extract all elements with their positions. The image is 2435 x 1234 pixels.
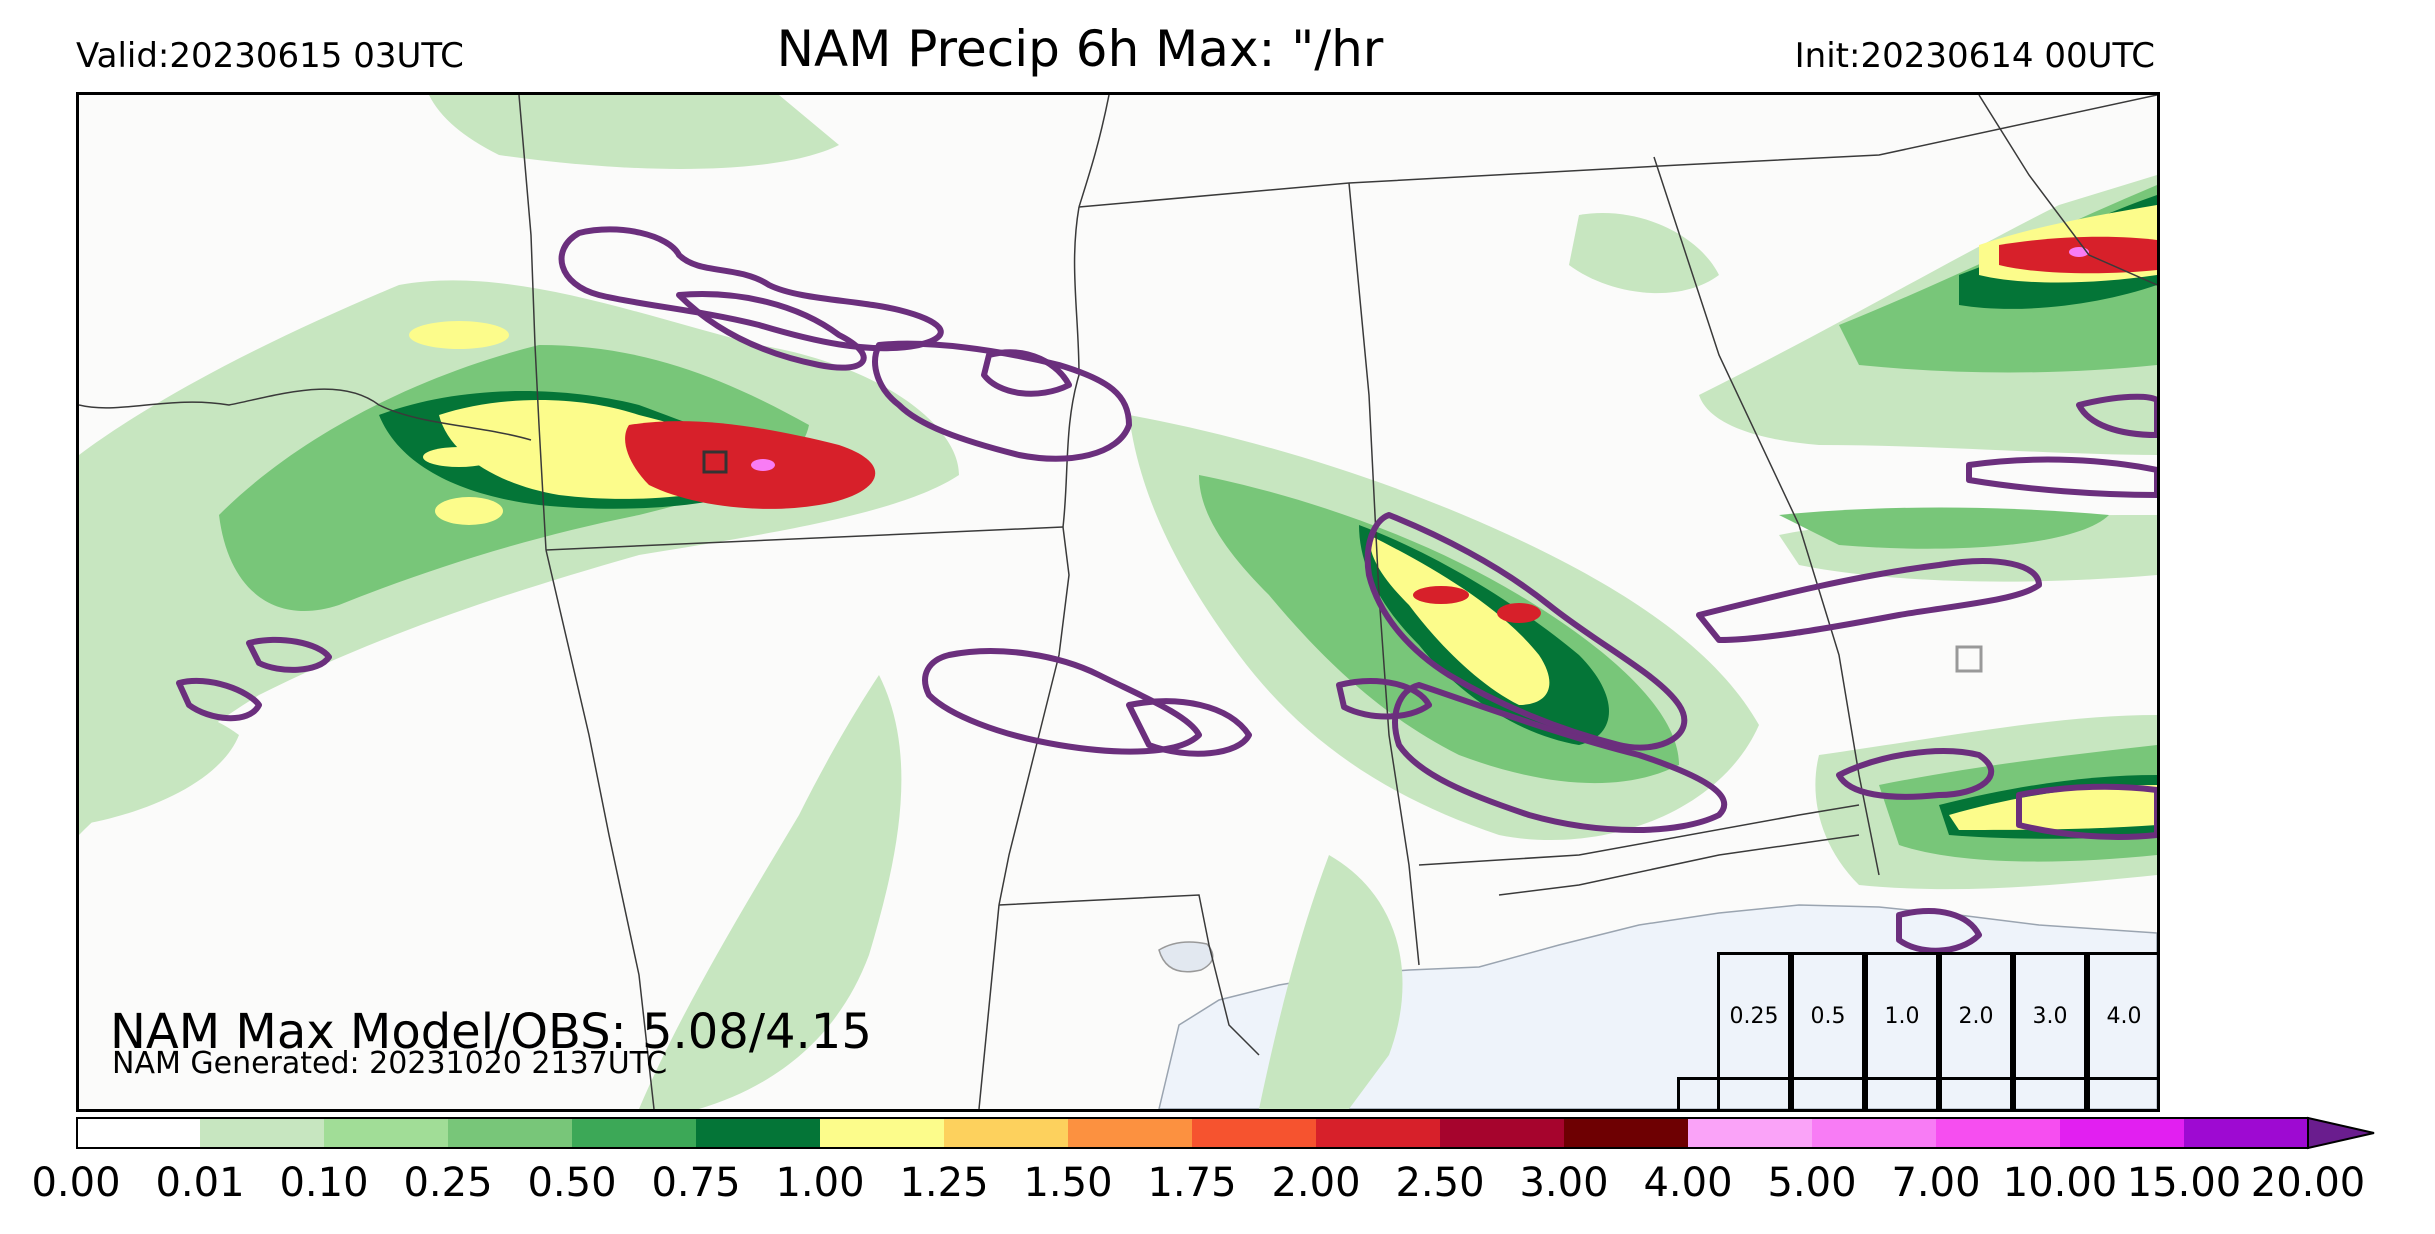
colorbar-extend-arrow xyxy=(2307,1116,2375,1150)
colorbar xyxy=(76,1116,2375,1150)
colorbar-tick-label: 3.00 xyxy=(1519,1160,1609,1206)
colorbar-tick-label: 2.50 xyxy=(1395,1160,1485,1206)
precip-core-red xyxy=(625,236,2157,623)
max-model-marker xyxy=(702,450,728,474)
value-cell: 0.0 xyxy=(2013,1077,2087,1109)
colorbar-tick-label: 0.25 xyxy=(403,1160,493,1206)
colorbar-segment xyxy=(1688,1118,1812,1148)
threshold-cell: 3.0 xyxy=(2013,952,2087,1080)
threshold-cell: 4.0 xyxy=(2087,952,2157,1080)
colorbar-tick-label: 1.75 xyxy=(1147,1160,1237,1206)
value-cell: 0.16 xyxy=(1717,1077,1791,1109)
map-canvas xyxy=(79,95,2157,1109)
colorbar-segment xyxy=(1440,1118,1564,1148)
threshold-cell: 0.25 xyxy=(1717,952,1791,1080)
colorbar-tick-label: 0.01 xyxy=(155,1160,245,1206)
colorbar-segment xyxy=(1812,1118,1936,1148)
colorbar-tick-label: 4.00 xyxy=(1643,1160,1733,1206)
hour-cell: 03 xyxy=(1677,1077,1720,1109)
colorbar-tick-label: 15.00 xyxy=(2126,1160,2242,1206)
colorbar-tick-label: 20.00 xyxy=(2250,1160,2366,1206)
colorbar-tick-label: 0.50 xyxy=(527,1160,617,1206)
colorbar-tick-label: 2.00 xyxy=(1271,1160,1361,1206)
colorbar-segment xyxy=(820,1118,944,1148)
colorbar-tick-label: 5.00 xyxy=(1767,1160,1857,1206)
colorbar-tick-label: 0.00 xyxy=(31,1160,121,1206)
generated-time-label: NAM Generated: 20231020 2137UTC xyxy=(112,1046,668,1081)
colorbar-frame xyxy=(76,1117,2309,1149)
colorbar-segment xyxy=(2060,1118,2184,1148)
colorbar-segment xyxy=(200,1118,324,1148)
threshold-cell: 1.0 xyxy=(1865,952,1939,1080)
colorbar-segment xyxy=(696,1118,820,1148)
state-boundaries xyxy=(79,95,2157,1109)
colorbar-segment xyxy=(1564,1118,1688,1148)
observation-contours xyxy=(176,226,2157,954)
colorbar-segment xyxy=(448,1118,572,1148)
colorbar-segment xyxy=(944,1118,1068,1148)
colorbar-segment xyxy=(1316,1118,1440,1148)
lake xyxy=(1158,941,1214,973)
valid-time-label: Valid:20230615 03UTC xyxy=(76,36,464,76)
colorbar-segment xyxy=(324,1118,448,1148)
chart-title: NAM Precip 6h Max: "/hr xyxy=(776,20,1384,78)
colorbar-tick-label: 0.10 xyxy=(279,1160,369,1206)
colorbar-tick-label: 0.75 xyxy=(651,1160,741,1206)
threshold-cell: 2.0 xyxy=(1939,952,2013,1080)
precip-map: 0.250.51.02.03.04.05.0030.160.120.040.00… xyxy=(76,92,2160,1112)
colorbar-segment xyxy=(1068,1118,1192,1148)
colorbar-tick-label: 1.25 xyxy=(899,1160,989,1206)
colorbar-segment xyxy=(572,1118,696,1148)
colorbar-segment xyxy=(1936,1118,2060,1148)
colorbar-tick-label: 1.50 xyxy=(1023,1160,1113,1206)
value-cell: 0.0 xyxy=(2087,1077,2157,1109)
init-time-label: Init:20230614 00UTC xyxy=(1794,36,2155,76)
value-cell: 0.0 xyxy=(1939,1077,2013,1109)
colorbar-tick-label: 1.00 xyxy=(775,1160,865,1206)
colorbar-segment xyxy=(76,1118,200,1148)
colorbar-tick-label: 10.00 xyxy=(2002,1160,2118,1206)
threshold-cell: 0.5 xyxy=(1791,952,1865,1080)
value-cell: 0.12 xyxy=(1791,1077,1865,1109)
value-cell: 0.04 xyxy=(1865,1077,1939,1109)
colorbar-segment xyxy=(1192,1118,1316,1148)
colorbar-segment xyxy=(2184,1118,2308,1148)
gulf-of-mexico xyxy=(1158,904,2157,1109)
max-obs-marker xyxy=(1955,645,1983,673)
colorbar-tick-label: 7.00 xyxy=(1891,1160,1981,1206)
max-model-obs-label: NAM Max Model/OBS: 5.08/4.15 xyxy=(110,1004,872,1060)
